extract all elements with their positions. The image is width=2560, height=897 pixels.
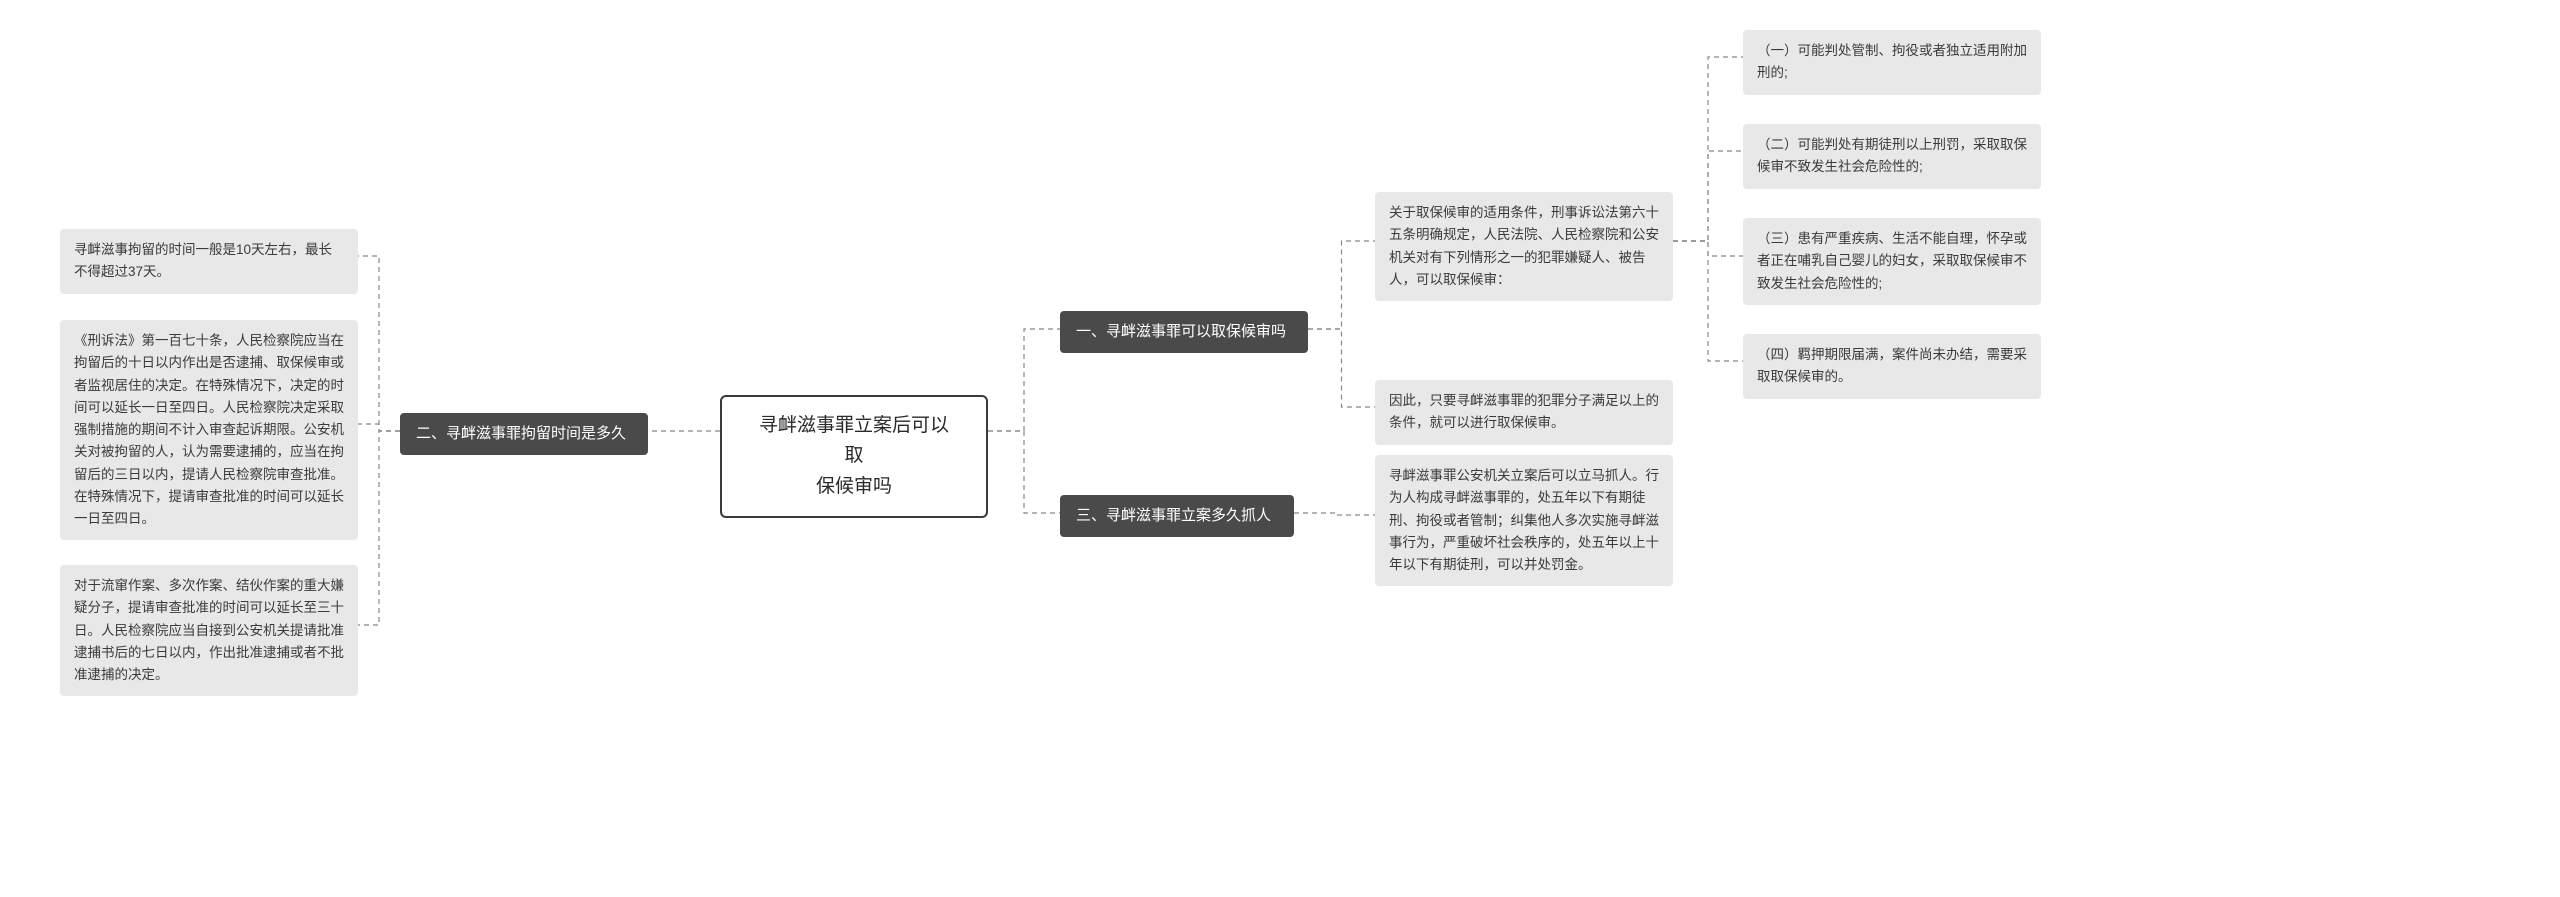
leaf-1-1: 关于取保候审的适用条件，刑事诉讼法第六十五条明确规定，人民法院、人民检察院和公安… (1375, 192, 1673, 301)
leaf-1-1-1: （一）可能判处管制、拘役或者独立适用附加刑的; (1743, 30, 2041, 95)
branch-1: 一、寻衅滋事罪可以取保候审吗 (1060, 311, 1308, 353)
leaf-2-3: 对于流窜作案、多次作案、结伙作案的重大嫌疑分子，提请审查批准的时间可以延长至三十… (60, 565, 358, 696)
leaf-1-1-3: （三）患有严重疾病、生活不能自理，怀孕或者正在哺乳自己婴儿的妇女，采取取保候审不… (1743, 218, 2041, 305)
root-node: 寻衅滋事罪立案后可以取保候审吗 (720, 395, 988, 518)
connector-layer (0, 0, 2560, 897)
branch-2: 二、寻衅滋事罪拘留时间是多久 (400, 413, 648, 455)
leaf-1-2: 因此，只要寻衅滋事罪的犯罪分子满足以上的条件，就可以进行取保候审。 (1375, 380, 1673, 445)
leaf-1-1-2: （二）可能判处有期徒刑以上刑罚，采取取保候审不致发生社会危险性的; (1743, 124, 2041, 189)
branch-3: 三、寻衅滋事罪立案多久抓人 (1060, 495, 1294, 537)
leaf-2-2: 《刑诉法》第一百七十条，人民检察院应当在拘留后的十日以内作出是否逮捕、取保候审或… (60, 320, 358, 540)
leaf-2-1: 寻衅滋事拘留的时间一般是10天左右，最长不得超过37天。 (60, 229, 358, 294)
leaf-1-1-4: （四）羁押期限届满，案件尚未办结，需要采取取保候审的。 (1743, 334, 2041, 399)
leaf-3-1: 寻衅滋事罪公安机关立案后可以立马抓人。行为人构成寻衅滋事罪的，处五年以下有期徒刑… (1375, 455, 1673, 586)
